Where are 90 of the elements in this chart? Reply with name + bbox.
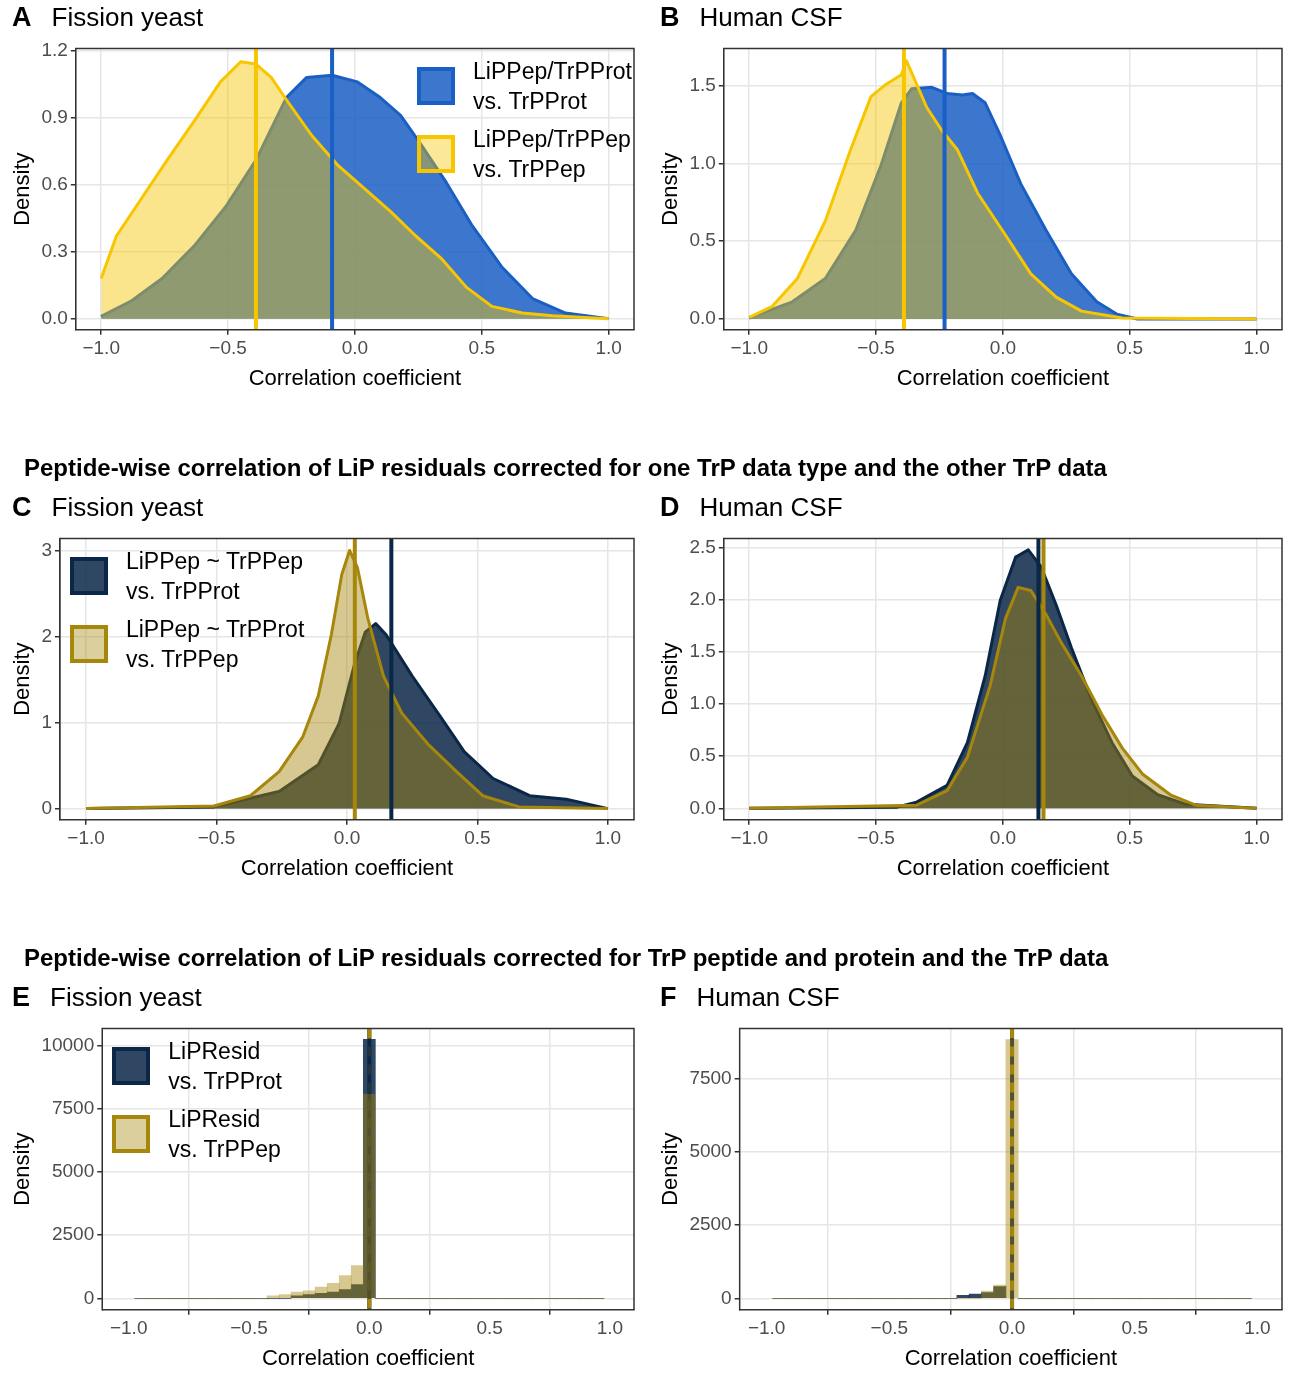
x-axis-title: Correlation coefficient: [240, 854, 454, 880]
y-tick-label: 10000: [41, 1033, 95, 1055]
legend-label: LiPPep/TrPPep vs. TrPPep: [473, 125, 631, 185]
x-tick-label: −0.5: [197, 827, 236, 849]
y-tick-label: 1.2: [41, 38, 68, 60]
x-tick-label: −1.0: [109, 1317, 148, 1339]
chart-title: Fission yeast: [51, 491, 204, 523]
x-tick-label: −0.5: [857, 337, 895, 359]
x-tick-label: 0.5: [476, 1317, 503, 1339]
x-tick-label: 0.5: [1116, 827, 1143, 849]
x-tick-label: 0.5: [1121, 1317, 1148, 1339]
y-tick-label: 5000: [51, 1160, 95, 1182]
y-tick-label: 0.5: [689, 744, 716, 766]
x-tick-label: −0.5: [857, 827, 895, 849]
y-tick-label: 5000: [689, 1140, 732, 1162]
x-tick-label: 0.5: [468, 337, 495, 359]
y-tick-label: 0.0: [41, 306, 68, 328]
y-tick-label: 1.5: [689, 73, 716, 95]
legend-label: LiPPep/TrPProt vs. TrPProt: [473, 57, 632, 117]
y-tick-label: 2.5: [689, 536, 716, 558]
y-axis-title: Density: [657, 1132, 683, 1206]
y-tick-label: 7500: [51, 1097, 95, 1119]
x-tick-label: −1.0: [82, 337, 120, 359]
y-tick-label: 0: [721, 1286, 732, 1308]
y-tick-label: 1.0: [689, 692, 716, 714]
text: Peptide-wise correlation of LiP residuals corrected for TrP peptide and protein and the TrP data: [23, 944, 1109, 972]
chart-title: Human CSF: [699, 1, 843, 33]
chart-title: Human CSF: [696, 981, 840, 1013]
legend-label: LiPResid vs. TrPPep: [168, 1105, 281, 1165]
chart-title: Fission yeast: [50, 981, 202, 1013]
text: Peptide-wise correlation of LiP residuals corrected for one TrP data type and the other TrP data: [23, 454, 1107, 482]
x-axis-title: Correlation coefficient: [896, 364, 1110, 390]
y-tick-label: 0: [41, 796, 52, 818]
y-tick-label: 1: [41, 710, 52, 732]
text: F: [660, 981, 677, 1013]
legend-label: LiPResid vs. TrPProt: [168, 1037, 282, 1097]
text: E: [12, 981, 31, 1013]
y-axis-title: Density: [9, 642, 35, 716]
y-tick-label: 0.6: [41, 172, 68, 194]
x-tick-label: 0.0: [989, 827, 1017, 849]
y-tick-label: 3: [41, 538, 52, 560]
y-tick-label: 0.0: [689, 307, 716, 329]
x-tick-label: 0.0: [333, 827, 361, 849]
x-tick-label: 0.0: [989, 337, 1017, 359]
x-tick-label: 1.0: [1244, 1317, 1271, 1339]
y-tick-label: 7500: [689, 1067, 732, 1088]
x-tick-label: −1.0: [730, 337, 768, 359]
x-tick-label: −1.0: [747, 1317, 786, 1339]
chart-title: Fission yeast: [51, 1, 204, 33]
text: B: [660, 1, 680, 33]
x-axis-title: Correlation coefficient: [904, 1344, 1118, 1370]
x-tick-label: −0.5: [870, 1317, 909, 1339]
y-tick-label: 1.0: [689, 151, 716, 173]
x-axis-title: Correlation coefficient: [896, 854, 1110, 880]
x-axis-title: Correlation coefficient: [248, 364, 462, 390]
x-tick-label: −1.0: [730, 827, 768, 849]
x-tick-label: 1.0: [594, 827, 622, 849]
text: D: [660, 491, 680, 523]
legend-label: LiPPep ~ TrPProt vs. TrPPep: [125, 615, 305, 675]
text: C: [12, 491, 32, 523]
y-tick-label: 0.0: [689, 796, 716, 818]
y-axis-title: Density: [657, 152, 683, 226]
y-tick-label: 2.0: [689, 588, 716, 610]
legend-label: LiPPep ~ TrPPep vs. TrPProt: [125, 547, 304, 607]
y-axis-title: Density: [657, 642, 683, 716]
x-tick-label: 0.0: [341, 337, 369, 359]
y-tick-label: 1.5: [689, 640, 716, 662]
y-tick-label: 0.3: [41, 239, 68, 261]
x-tick-label: −0.5: [230, 1317, 268, 1339]
x-tick-label: 0.0: [356, 1317, 383, 1339]
x-tick-label: −1.0: [67, 827, 105, 849]
x-tick-label: 0.5: [464, 827, 491, 849]
y-tick-label: 0.9: [41, 105, 68, 127]
x-axis-title: Correlation coefficient: [261, 1344, 475, 1370]
y-tick-label: 0.5: [689, 229, 716, 251]
x-tick-label: −0.5: [209, 337, 247, 359]
chart-title: Human CSF: [699, 491, 843, 523]
x-tick-label: 0.5: [1116, 337, 1143, 359]
y-tick-label: 2500: [51, 1223, 95, 1245]
y-axis-title: Density: [9, 1132, 35, 1206]
x-tick-label: 0.0: [998, 1317, 1026, 1339]
x-tick-label: 1.0: [595, 337, 622, 359]
x-tick-label: 1.0: [1243, 827, 1270, 849]
y-tick-label: 2: [41, 624, 52, 646]
text: A: [12, 1, 32, 33]
y-tick-label: 0: [83, 1286, 95, 1308]
y-tick-label: 2500: [689, 1213, 732, 1235]
x-tick-label: 1.0: [596, 1317, 624, 1339]
x-tick-label: 1.0: [1243, 337, 1270, 359]
y-axis-title: Density: [9, 152, 35, 226]
